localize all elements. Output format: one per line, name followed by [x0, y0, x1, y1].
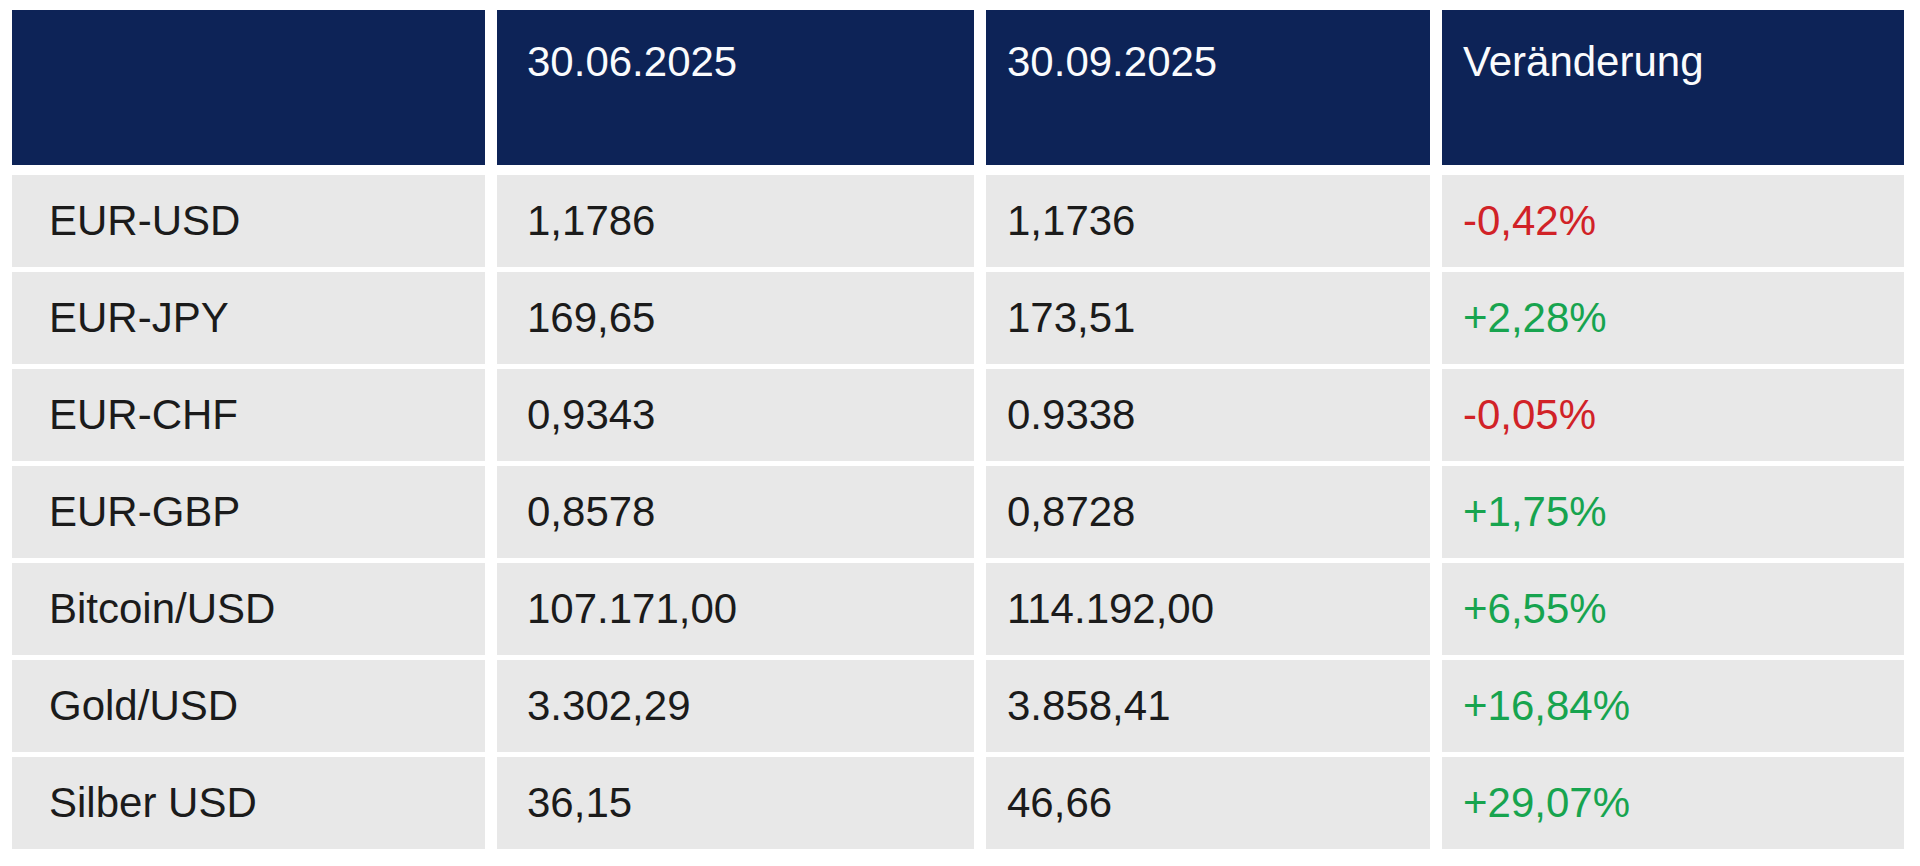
- table-row: EUR-CHF 0,9343 0.9338 -0,05%: [12, 369, 1904, 461]
- instrument-name-cell: Gold/USD: [12, 660, 485, 752]
- column-header-date-end: 30.09.2025: [986, 10, 1430, 165]
- value-start-cell: 3.302,29: [497, 660, 974, 752]
- change-percent-cell: -0,42%: [1442, 175, 1904, 267]
- value-start-cell: 0,8578: [497, 466, 974, 558]
- change-percent-cell: +29,07%: [1442, 757, 1904, 849]
- instrument-name-cell: Silber USD: [12, 757, 485, 849]
- table-header-row: 30.06.2025 30.09.2025 Veränderung: [12, 10, 1904, 165]
- value-end-cell: 114.192,00: [986, 563, 1430, 655]
- instrument-name-cell: Bitcoin/USD: [12, 563, 485, 655]
- value-start-cell: 1,1786: [497, 175, 974, 267]
- value-end-cell: 173,51: [986, 272, 1430, 364]
- value-end-cell: 3.858,41: [986, 660, 1430, 752]
- exchange-rates-table: 30.06.2025 30.09.2025 Veränderung EUR-US…: [12, 10, 1904, 849]
- change-percent-cell: +16,84%: [1442, 660, 1904, 752]
- value-end-cell: 0,8728: [986, 466, 1430, 558]
- value-end-cell: 46,66: [986, 757, 1430, 849]
- value-start-cell: 0,9343: [497, 369, 974, 461]
- change-percent-cell: -0,05%: [1442, 369, 1904, 461]
- value-start-cell: 169,65: [497, 272, 974, 364]
- table-row: Gold/USD 3.302,29 3.858,41 +16,84%: [12, 660, 1904, 752]
- value-start-cell: 107.171,00: [497, 563, 974, 655]
- change-percent-cell: +1,75%: [1442, 466, 1904, 558]
- instrument-name-cell: EUR-GBP: [12, 466, 485, 558]
- instrument-name-cell: EUR-JPY: [12, 272, 485, 364]
- change-percent-cell: +2,28%: [1442, 272, 1904, 364]
- table-row: EUR-GBP 0,8578 0,8728 +1,75%: [12, 466, 1904, 558]
- column-header-empty: [12, 10, 485, 165]
- table-row: Silber USD 36,15 46,66 +29,07%: [12, 757, 1904, 849]
- instrument-name-cell: EUR-CHF: [12, 369, 485, 461]
- table-row: EUR-USD 1,1786 1,1736 -0,42%: [12, 175, 1904, 267]
- value-start-cell: 36,15: [497, 757, 974, 849]
- column-header-date-start: 30.06.2025: [497, 10, 974, 165]
- table-row: EUR-JPY 169,65 173,51 +2,28%: [12, 272, 1904, 364]
- table-row: Bitcoin/USD 107.171,00 114.192,00 +6,55%: [12, 563, 1904, 655]
- column-header-change: Veränderung: [1442, 10, 1904, 165]
- value-end-cell: 1,1736: [986, 175, 1430, 267]
- instrument-name-cell: EUR-USD: [12, 175, 485, 267]
- change-percent-cell: +6,55%: [1442, 563, 1904, 655]
- table-body: EUR-USD 1,1786 1,1736 -0,42% EUR-JPY 169…: [12, 175, 1904, 849]
- value-end-cell: 0.9338: [986, 369, 1430, 461]
